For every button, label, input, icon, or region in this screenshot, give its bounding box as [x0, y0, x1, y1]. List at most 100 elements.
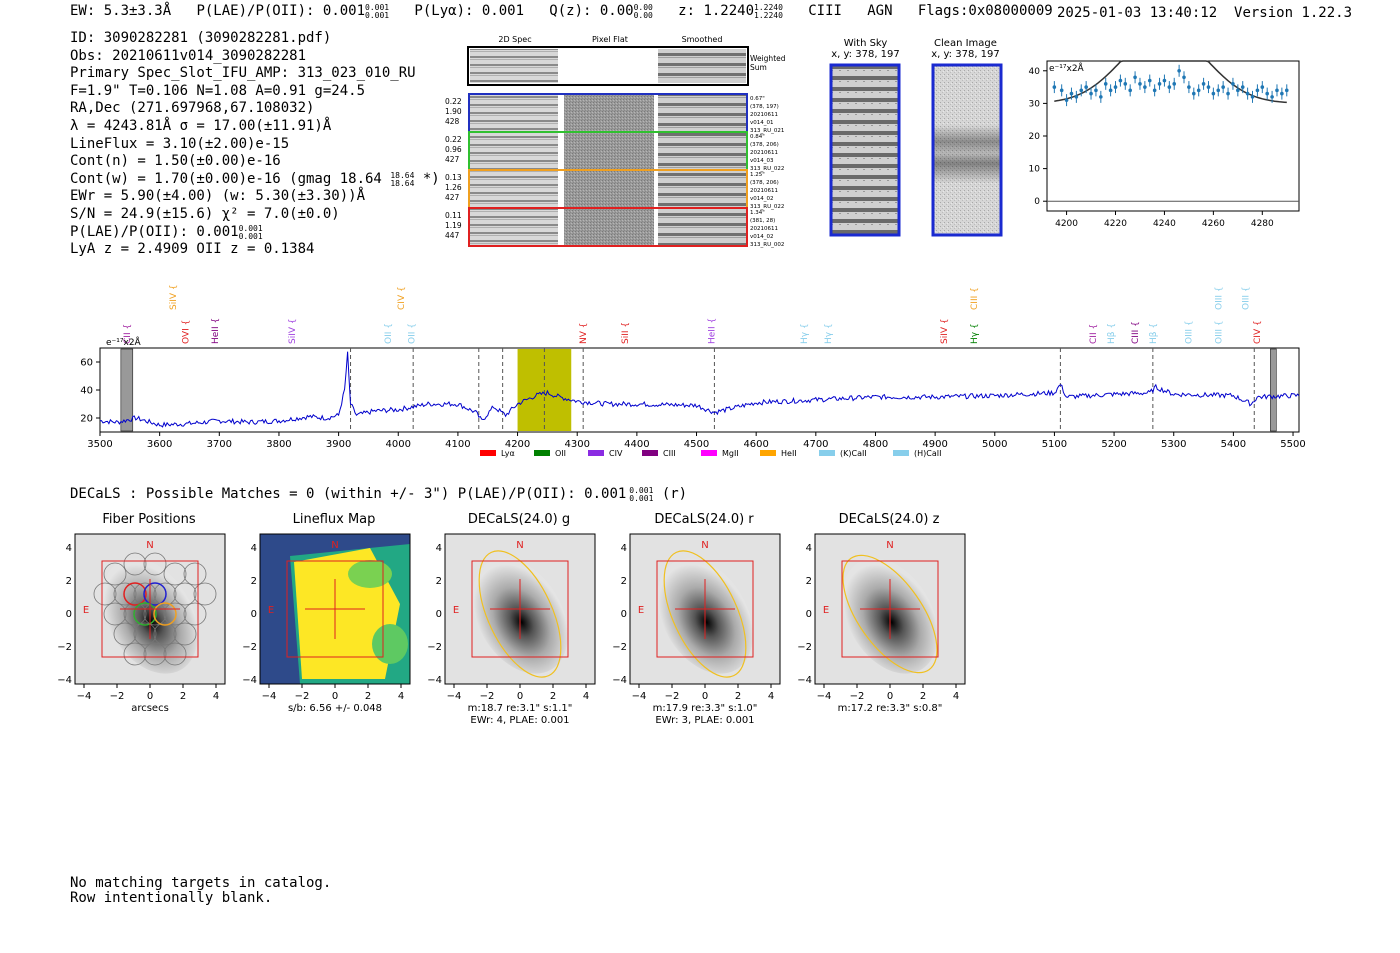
cutout-right-label: v014_03 — [750, 158, 774, 164]
fiber-circle — [163, 562, 187, 586]
legend-label: CIV — [609, 449, 623, 458]
spectrum-mask-left — [120, 348, 134, 432]
panel-xtick-label: 2 — [365, 691, 371, 702]
image-panel: Fiber Positions N E −4 −2 0 2 4 arcsecs 4 2 0 −2 −4 — [57, 512, 238, 736]
contw-text: Cont(w) = 1.70(±0.00)e-16 (gmag 18.64 — [70, 170, 382, 187]
panel-ytick-label: −4 — [612, 675, 627, 686]
cutout-right-label: (378, 197) — [750, 104, 779, 110]
zoom-data-point — [1275, 88, 1279, 93]
qz-sub: 0.00 — [633, 11, 653, 20]
cutout-right-label: 0.84" — [750, 134, 765, 140]
zoom-data-point — [1182, 75, 1186, 80]
panel-ytick-label: −2 — [612, 642, 627, 653]
panel-ytick-labels: 4 2 0 −2 −4 — [237, 532, 257, 697]
panel-ytick-label: 0 — [435, 609, 442, 620]
spectrum-line-label: CII { — [1089, 324, 1099, 344]
zoom-data-point — [1187, 85, 1191, 89]
zoom-data-point — [1201, 82, 1206, 86]
panel-xtick-label: −4 — [447, 691, 462, 702]
cutout-left-label: 428 — [445, 117, 460, 126]
lineflux-blob — [348, 560, 392, 588]
z-value: z: 1.2240 — [678, 3, 755, 19]
ew-value: EW: 5.3±3.3Å — [70, 3, 172, 19]
zoom-data-point — [1138, 82, 1142, 86]
cutout-right-label: 313_RU_002 — [750, 242, 784, 248]
panel-xtick-label: −2 — [850, 691, 865, 702]
zoom-data-point — [1108, 88, 1113, 93]
decals-summary: DECaLS : Possible Matches = 0 (within +/… — [70, 486, 687, 503]
spectrum-line-label: Hβ { — [1107, 323, 1117, 344]
spectrum-line — [99, 351, 1300, 428]
zoom-data-point — [1157, 82, 1162, 86]
panel-image: N E −4 −2 0 2 4 m:17.9 re:3.3" s:1.0"EWr: 3, PL… — [629, 533, 781, 726]
spectrum-xtick-label: 4400 — [624, 439, 649, 450]
panel-ytick-label: −4 — [57, 675, 72, 686]
spectrum-line-label: OIII { — [1241, 286, 1251, 310]
z-sub: 1.2240 — [754, 11, 783, 20]
zoom-data-point — [1196, 88, 1201, 93]
zoom-xtick-label: 4220 — [1104, 219, 1127, 229]
zoom-data-point — [1064, 98, 1069, 102]
zoom-data-point — [1123, 82, 1128, 86]
fiber-circle — [143, 602, 167, 626]
cutout-2dspec — [470, 209, 558, 245]
spectrum-ytick-label: 60 — [80, 358, 93, 369]
qz-sup: 0.00 — [633, 3, 653, 12]
zoom-data-point — [1143, 85, 1147, 89]
fiber-circle — [183, 602, 207, 626]
image-panel: DECaLS(24.0) z N E −4 −2 0 2 4 m:17.2 re:3.3" s:… — [797, 512, 978, 736]
contw-tail: *) — [422, 170, 440, 187]
panel-xtick-label: 0 — [147, 691, 153, 702]
info-lya: LyA z = 2.4909 OII z = 0.1384 — [70, 241, 315, 258]
plae-sup: 0.001 — [365, 3, 390, 12]
spectrum-line-label: OII { — [384, 323, 394, 344]
spectrum-line-label: Hγ { — [970, 323, 980, 344]
spectrum-xtick-label: 5400 — [1221, 439, 1246, 450]
zoom-data-point — [1265, 91, 1269, 96]
cutout-right-label: 313_RU_022 — [750, 204, 784, 210]
aperture-box — [841, 560, 939, 658]
panel-ytick-label: −2 — [57, 642, 72, 653]
panel-xtick-label: 4 — [398, 691, 404, 702]
spectrum-line-label: OIII { — [1214, 320, 1224, 344]
north-label: N — [701, 540, 708, 551]
panel-ytick-label: −2 — [242, 642, 257, 653]
legend-swatch — [760, 450, 776, 456]
fiber-circle — [143, 642, 167, 666]
zoom-data-point — [1118, 78, 1123, 83]
panel-ytick-label: 2 — [435, 576, 442, 587]
cutout-right-label: 0.67" — [750, 96, 765, 102]
fiber-circle — [123, 642, 147, 666]
fiber-circle — [163, 642, 187, 666]
header-bar: EW: 5.3±3.3Å P(LAE)/P(OII): 0.0010.001 0.… — [70, 3, 1053, 20]
panel-ytick-labels: 4 2 0 −2 −4 — [422, 532, 442, 697]
spectrum-mask-right — [1270, 348, 1277, 432]
spectrum-xtick-label: 4000 — [386, 439, 411, 450]
spectrum-xtick-label: 4100 — [445, 439, 470, 450]
zoom-xtick-label: 4240 — [1153, 219, 1176, 229]
footer-line-2: Row intentionally blank. — [70, 890, 273, 906]
spectrum-line-label: CII { — [123, 324, 133, 344]
panel-ytick-label: 4 — [250, 543, 257, 554]
spectrum-xtick-label: 4600 — [743, 439, 768, 450]
zoom-data-point — [1221, 85, 1225, 89]
timestamp: 2025-01-03 13:40:12 — [1057, 5, 1218, 21]
spectrum-xtick-label: 3500 — [87, 439, 112, 450]
cutout-left-label: 1.90 — [445, 107, 462, 116]
spectrum-xtick-label: 4200 — [505, 439, 530, 450]
zoom-data-point — [1211, 91, 1216, 96]
panel-image: N E −4 −2 0 2 4 s/b: 6.56 +/- 0.048 — [259, 533, 411, 714]
spectrum-xtick-label: 4700 — [803, 439, 828, 450]
image-panel: DECaLS(24.0) g N E −4 −2 0 2 4 m:18.7 re:3.1" s:… — [427, 512, 608, 736]
with-sky-image — [829, 63, 901, 237]
spectrum-line-label: CIV { — [1253, 320, 1263, 344]
spectrum-xtick-label: 4500 — [684, 439, 709, 450]
legend-label: OII — [555, 449, 566, 458]
cutout-left-label: 1.26 — [445, 183, 462, 192]
cutout-right-label: 1.25" — [750, 172, 765, 178]
aperture-box — [656, 560, 754, 658]
panel-xtick-label: −2 — [110, 691, 125, 702]
cutout-smoothed — [658, 95, 746, 131]
cutout-right-label: 20210611 — [750, 226, 778, 232]
zoom-data-point — [1133, 75, 1137, 80]
